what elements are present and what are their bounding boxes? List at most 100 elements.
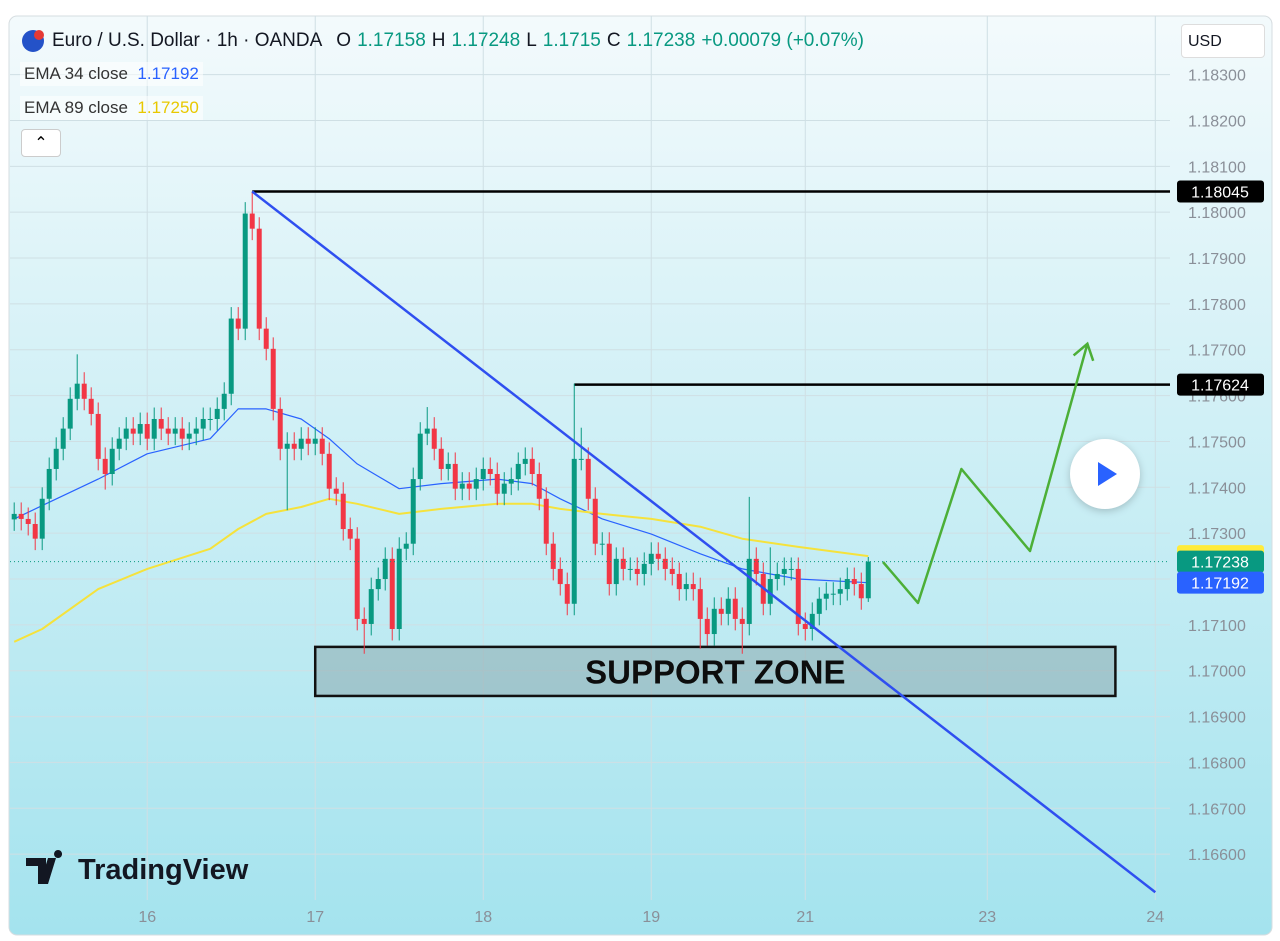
legend-entry: EMA 89 close 1.17250 (20, 96, 203, 120)
price-badge-label: 1.17624 (1191, 378, 1249, 395)
y-tick-label: 1.16900 (1188, 710, 1246, 727)
candle-body (823, 593, 829, 599)
price-badge-label: 1.18045 (1191, 185, 1249, 202)
candle-body (60, 428, 66, 449)
candle-body (627, 568, 633, 570)
support-zone-label: SUPPORT ZONE (585, 653, 845, 690)
candle-body (487, 468, 493, 475)
play-button[interactable] (1070, 439, 1140, 509)
candle-body (739, 618, 745, 624)
candle-body (669, 568, 675, 574)
candle-body (746, 558, 752, 624)
candle-body (53, 448, 59, 469)
candle-body (256, 228, 262, 329)
candle-body (39, 498, 45, 539)
candle-body (585, 458, 591, 499)
candle-body (676, 573, 682, 590)
candle-body (655, 553, 661, 559)
candle-body (186, 433, 192, 439)
candle-body (200, 418, 206, 429)
candle-body (830, 593, 836, 595)
plot: SUPPORT ZONE (10, 190, 1170, 894)
y-tick-label: 1.18200 (1188, 113, 1246, 130)
candle-body (522, 458, 528, 464)
candle-body (354, 538, 360, 619)
ohlc-value: 1.17238 (626, 30, 696, 51)
candle-body (494, 474, 500, 494)
candle-body (592, 498, 598, 544)
candle-body (865, 561, 871, 599)
candle-body (858, 584, 864, 599)
grid (10, 16, 1170, 900)
candle-body (95, 413, 101, 459)
candle-body (382, 558, 388, 580)
candle-body (620, 558, 626, 569)
legend-name: EMA 89 close (24, 98, 128, 117)
symbol-title: Euro / U.S. Dollar · 1h · OANDA (52, 30, 323, 51)
candle-body (711, 608, 717, 635)
candle-body (130, 428, 136, 434)
candle-body (662, 558, 668, 569)
price-badge-label: 1.17192 (1191, 576, 1249, 593)
candle-body (291, 443, 297, 449)
candle-body (543, 498, 549, 544)
change: +0.00079 (+0.07%) (701, 30, 864, 51)
y-tick-label: 1.17700 (1188, 343, 1246, 360)
chart-frame (8, 15, 1273, 936)
y-tick-label: 1.17900 (1188, 251, 1246, 268)
collapse-button[interactable]: ⌃ (21, 129, 61, 157)
y-tick-label: 1.18100 (1188, 159, 1246, 176)
ohlc-value: 1.1715 (542, 30, 601, 51)
candle-body (172, 428, 178, 434)
candle-body (480, 468, 486, 480)
candle-body (725, 598, 731, 614)
candle-body (67, 398, 73, 429)
candle-body (634, 568, 640, 574)
currency-selector[interactable]: USD (1181, 24, 1265, 58)
candle-body (732, 598, 738, 619)
candle-body (298, 438, 304, 449)
y-tick-label: 1.18300 (1188, 68, 1246, 85)
candle-body (193, 428, 199, 434)
candle-body (109, 448, 115, 475)
candle-body (396, 548, 402, 629)
y-tick-label: 1.17300 (1188, 526, 1246, 543)
x-tick-label: 16 (138, 909, 156, 926)
play-icon[interactable] (1098, 462, 1117, 486)
candle-body (144, 424, 150, 439)
ohlc-label: O (336, 30, 352, 51)
candle-body (501, 483, 507, 494)
ohlc-value: 1.17248 (451, 30, 521, 51)
candle-body (312, 438, 318, 444)
candle-body (641, 563, 647, 574)
candle-body (25, 518, 31, 524)
logo-text: TradingView (78, 854, 249, 886)
candle-body (557, 568, 563, 585)
candle-body (704, 618, 710, 635)
candle-body (81, 383, 87, 399)
price-badge (1177, 550, 1264, 573)
candle-body (207, 418, 213, 420)
candle-body (179, 428, 185, 439)
y-tick-label: 1.16600 (1188, 847, 1246, 864)
candle-body (774, 573, 780, 580)
candle-body (753, 558, 759, 574)
price-badge (1177, 373, 1264, 396)
candle-body (431, 428, 437, 449)
candle-body (550, 543, 556, 569)
legend-value: 1.17192 (137, 64, 199, 83)
x-tick-label: 18 (474, 909, 492, 926)
candle-body (466, 483, 472, 489)
candle-body (158, 418, 164, 429)
candle-body (606, 543, 612, 585)
price-badge-label: 1.17238 (1191, 555, 1249, 572)
candle-body (648, 553, 654, 564)
candle-body (445, 463, 451, 469)
candle-body (88, 398, 94, 414)
candle-body (599, 543, 605, 545)
candle-body (333, 488, 339, 494)
x-tick-label: 19 (642, 909, 660, 926)
candle-body (781, 568, 787, 574)
candle-body (809, 613, 815, 629)
